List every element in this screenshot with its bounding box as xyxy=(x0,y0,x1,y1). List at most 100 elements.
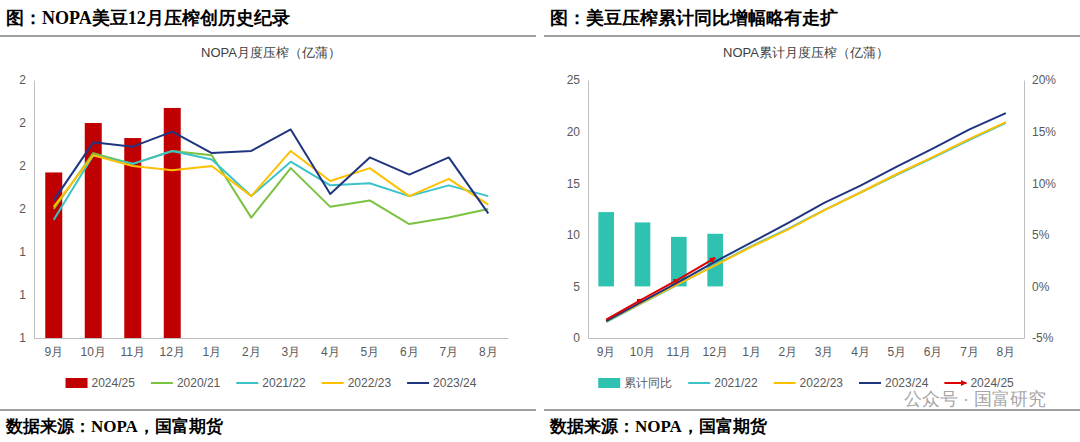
legend-swatch xyxy=(598,378,620,388)
tick: 3月 xyxy=(815,345,834,359)
legend-label: 2023/24 xyxy=(433,376,477,390)
axis-line xyxy=(589,338,1025,339)
tick-label: 12月 xyxy=(702,345,727,359)
tick-label: 2月 xyxy=(778,345,797,359)
x-axis: 9月10月11月12月1月2月3月4月5月6月7月8月 xyxy=(35,339,509,359)
tick: 15 xyxy=(567,177,581,191)
tick-label: 1 xyxy=(19,288,26,302)
legend-swatch xyxy=(688,382,710,384)
header-rule xyxy=(544,36,1080,37)
tick-label: 10 xyxy=(567,228,581,242)
bar-series xyxy=(598,212,723,286)
tick: 12月 xyxy=(160,345,185,359)
tick-label: 3月 xyxy=(815,345,834,359)
tick-label: 5月 xyxy=(887,345,906,359)
tick: 6月 xyxy=(924,345,943,359)
tick: 10 xyxy=(567,228,581,242)
tick: 7月 xyxy=(439,345,458,359)
legend-label: 2021/22 xyxy=(262,376,306,390)
legend-label: 2024/25 xyxy=(970,376,1014,390)
tick-label: 15% xyxy=(1032,125,1056,139)
chart-svg: 图：NOPA美豆12月压榨创历史纪录数据来源：NOPA，国富期货NOPA月度压榨… xyxy=(0,0,1080,442)
panel-title: 图：美豆压榨累计同比增幅略有走扩 xyxy=(550,8,838,28)
legend-label: 2022/23 xyxy=(800,376,844,390)
bar xyxy=(45,172,62,338)
tick-label: 5% xyxy=(1032,228,1050,242)
legend-label: 2024/25 xyxy=(92,376,136,390)
chart-root: 图：NOPA美豆12月压榨创历史纪录数据来源：NOPA，国富期货NOPA月度压榨… xyxy=(0,0,1080,442)
tick-label: 11月 xyxy=(121,345,145,359)
tick: 1月 xyxy=(742,345,761,359)
watermark: 公众号 · 国富研究 xyxy=(904,389,1046,409)
line-series xyxy=(606,113,1006,321)
tick: 5 xyxy=(573,280,580,294)
tick: 1月 xyxy=(202,345,221,359)
tick: 9月 xyxy=(44,345,63,359)
legend-swatch xyxy=(236,382,258,384)
chart-subtitle: NOPA月度压榨（亿蒲） xyxy=(201,45,341,60)
tick-label: 0 xyxy=(573,331,580,345)
legend-item: 2022/23 xyxy=(322,376,392,390)
legend-swatch xyxy=(151,382,173,384)
tick-label: 2 xyxy=(19,159,26,173)
legend-swatch xyxy=(774,382,796,384)
axis-line xyxy=(35,338,509,339)
tick: 2月 xyxy=(778,345,797,359)
tick: 1 xyxy=(19,331,26,345)
tick-label: 2 xyxy=(19,202,26,216)
tick-label: 3月 xyxy=(281,345,300,359)
axis-line xyxy=(588,81,589,339)
legend-label: 2021/22 xyxy=(714,376,758,390)
tick: 5% xyxy=(1032,228,1050,242)
line-series xyxy=(54,151,489,224)
tick-label: 5 xyxy=(573,280,580,294)
tick-label: 4月 xyxy=(321,345,340,359)
footer-rule xyxy=(0,410,536,411)
tick-label: -5% xyxy=(1032,331,1054,345)
tick-label: 1 xyxy=(19,245,26,259)
tick: 12月 xyxy=(702,345,727,359)
tick: 8月 xyxy=(996,345,1015,359)
tick: 2 xyxy=(19,159,26,173)
tick: 2 xyxy=(19,73,26,87)
tick-label: 6月 xyxy=(924,345,943,359)
tick-label: 1月 xyxy=(742,345,761,359)
tick-label: 20 xyxy=(567,125,581,139)
tick-label: 20% xyxy=(1032,73,1056,87)
tick: 1 xyxy=(19,245,26,259)
legend-swatch xyxy=(859,382,881,384)
tick: 0 xyxy=(573,331,580,345)
legend-swatch xyxy=(66,378,88,388)
legend-label: 2020/21 xyxy=(177,376,221,390)
tick-label: 5月 xyxy=(360,345,379,359)
chart-subtitle: NOPA累计月度压榨（亿蒲） xyxy=(723,45,889,60)
tick: 20 xyxy=(567,125,581,139)
tick: 8月 xyxy=(479,345,498,359)
tick: 25 xyxy=(567,73,581,87)
plot-marks xyxy=(598,113,1005,322)
legend: 累计同比2021/222022/232023/242024/25 xyxy=(598,376,1014,390)
legend: 2024/25 2020/21 2021/22 2022/23 2023/24 xyxy=(66,376,477,390)
legend-item: 2023/24 xyxy=(407,376,477,390)
tick-label: 8月 xyxy=(996,345,1015,359)
line-series xyxy=(606,122,1006,321)
tick: 4月 xyxy=(851,345,870,359)
chart-panel: 图：美豆压榨累计同比增幅略有走扩数据来源：NOPA，国富期货NOPA累计月度压榨… xyxy=(544,8,1080,436)
tick-label: 10月 xyxy=(81,345,106,359)
legend-item: 2020/21 xyxy=(151,376,221,390)
tick-label: 11月 xyxy=(667,345,691,359)
y-axis: 0 5 10 15 20 25 xyxy=(567,73,589,345)
tick: 11月 xyxy=(667,345,691,359)
axis-line xyxy=(1024,81,1025,339)
axis-line xyxy=(34,81,35,339)
tick: 2 xyxy=(19,116,26,130)
bar-series xyxy=(45,108,180,338)
tick-label: 25 xyxy=(567,73,581,87)
tick: 15% xyxy=(1032,125,1056,139)
tick-label: 1月 xyxy=(202,345,221,359)
legend-item: 2024/25 xyxy=(66,376,136,390)
footer-rule xyxy=(544,410,1080,411)
x-axis: 9月10月11月12月1月2月3月4月5月6月7月8月 xyxy=(589,339,1025,359)
tick-label: 2 xyxy=(19,73,26,87)
tick-label: 7月 xyxy=(960,345,979,359)
